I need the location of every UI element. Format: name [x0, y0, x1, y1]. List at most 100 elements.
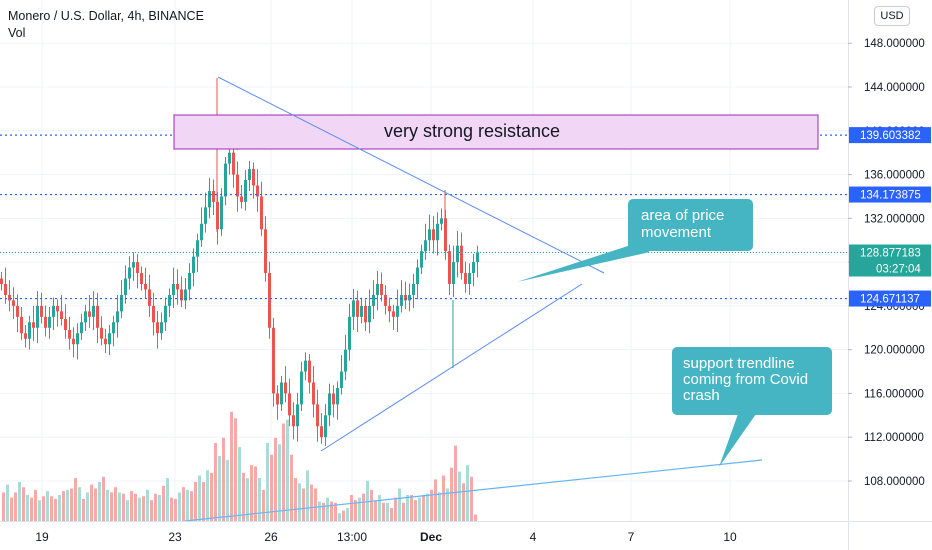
volume-bar — [246, 478, 249, 521]
callout-text-line: coming from Covid — [683, 371, 808, 388]
candle-body — [220, 196, 223, 230]
candle — [132, 252, 135, 281]
volume-bar — [34, 489, 37, 521]
volume-bar — [134, 493, 137, 521]
candle-body — [52, 305, 55, 317]
volume-bar — [426, 493, 429, 521]
x-axis-tick-label: 4 — [530, 530, 537, 544]
volume-bar — [78, 487, 81, 521]
candle — [284, 366, 287, 403]
candle-body — [136, 262, 139, 274]
candle — [392, 304, 395, 330]
candle-body — [24, 333, 27, 339]
callout-box — [628, 199, 753, 251]
volume-bar — [322, 502, 325, 521]
volume-bar — [346, 508, 349, 521]
candle — [112, 315, 115, 347]
volume-bar — [106, 489, 109, 521]
candle-body — [340, 371, 343, 388]
volume-bar — [222, 437, 225, 521]
candle-body — [304, 360, 307, 372]
candle-body — [260, 196, 263, 230]
candle-body — [252, 169, 255, 186]
currency-button[interactable]: USD — [874, 6, 910, 26]
volume-bar — [354, 500, 357, 521]
callout-pointer — [719, 414, 756, 467]
volume-bar — [366, 480, 369, 521]
price-tag-bg — [849, 260, 931, 277]
candle — [476, 245, 479, 278]
candle — [448, 244, 451, 295]
candle-body — [192, 256, 195, 274]
x-axis-tick-label: 26 — [264, 530, 278, 544]
y-axis-tick-label: 108.000000 — [864, 476, 925, 488]
volume-bar — [314, 488, 317, 521]
candle — [348, 303, 351, 361]
candle — [404, 281, 407, 310]
candle — [68, 316, 71, 350]
volume-bar — [362, 493, 365, 521]
candle-body — [208, 190, 211, 208]
volume-bar — [94, 488, 97, 521]
price-tag-support: 124.671137 — [849, 290, 931, 307]
x-axis-tick-label: 23 — [168, 530, 182, 544]
y-axis-tick-label: 144.000000 — [864, 82, 925, 94]
volume-bar — [6, 484, 9, 521]
candle — [244, 170, 247, 211]
volume-bar — [50, 496, 53, 521]
candle-body — [432, 229, 435, 241]
candle-body — [60, 311, 63, 320]
candle-body — [32, 322, 35, 328]
callout-box — [672, 347, 832, 415]
volume-bar — [414, 500, 417, 521]
volume-bar — [446, 488, 449, 521]
candle-body — [380, 284, 383, 295]
candle-body — [124, 278, 127, 295]
volume-bar — [350, 495, 353, 521]
candle — [256, 169, 259, 212]
candle — [164, 297, 167, 332]
candle-body — [268, 273, 271, 328]
candle — [196, 233, 199, 272]
price-tag-upper: 134.173875 — [849, 186, 931, 203]
candle-body — [424, 240, 427, 252]
volume-bar — [450, 467, 453, 521]
x-axis-tick-label: 10 — [723, 530, 737, 544]
candle-body — [116, 311, 119, 323]
candle — [464, 261, 467, 293]
candle-body — [388, 305, 391, 312]
candle-body — [476, 252, 479, 263]
x-axis-tick-label: 13:00 — [337, 530, 367, 544]
candle — [108, 325, 111, 356]
candle-body — [472, 262, 475, 274]
candle — [456, 230, 459, 278]
volume-bar — [370, 489, 373, 521]
candle — [308, 354, 311, 394]
volume-bar — [138, 497, 141, 521]
candle-body — [112, 322, 115, 334]
candle-body — [280, 382, 283, 405]
candle — [48, 306, 51, 339]
volume-bar — [358, 497, 361, 521]
volume-bar — [298, 483, 301, 521]
volume-bar — [114, 487, 117, 521]
callout-text-line: area of price — [641, 207, 724, 224]
candle-body — [292, 415, 295, 427]
candle-body — [272, 327, 275, 394]
candle-body — [324, 415, 327, 438]
candle-body — [92, 305, 95, 317]
volume-bar — [170, 497, 173, 521]
candle-body — [440, 218, 443, 224]
candle — [412, 274, 415, 309]
candle-body — [344, 349, 347, 372]
candle-body — [336, 387, 339, 405]
price-tag-label: 128.877183 — [860, 248, 921, 260]
volume-bar — [38, 500, 41, 521]
candle-body — [16, 305, 19, 317]
volume-bar — [318, 501, 321, 521]
candle-body — [168, 294, 171, 306]
candle-body — [96, 305, 99, 328]
candle-body — [352, 300, 355, 317]
